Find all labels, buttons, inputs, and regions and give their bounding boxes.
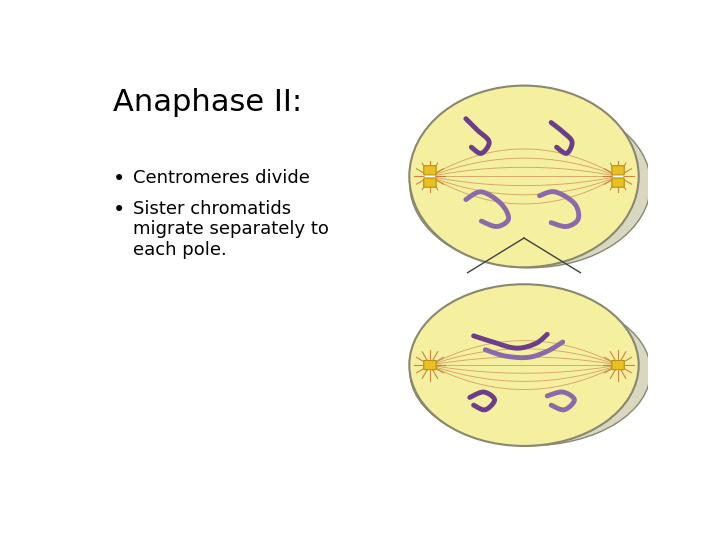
- Text: Anaphase II:: Anaphase II:: [113, 88, 302, 117]
- Text: •: •: [113, 168, 125, 189]
- FancyBboxPatch shape: [424, 178, 436, 187]
- Text: •: •: [113, 200, 125, 220]
- Text: Sister chromatids
migrate separately to
each pole.: Sister chromatids migrate separately to …: [132, 200, 328, 259]
- Ellipse shape: [409, 85, 639, 267]
- Circle shape: [613, 361, 623, 370]
- FancyBboxPatch shape: [612, 361, 624, 370]
- Ellipse shape: [409, 284, 639, 446]
- Circle shape: [613, 172, 623, 181]
- FancyBboxPatch shape: [612, 178, 624, 187]
- Text: Centromeres divide: Centromeres divide: [132, 168, 310, 187]
- FancyBboxPatch shape: [424, 166, 436, 175]
- Circle shape: [426, 361, 435, 370]
- FancyBboxPatch shape: [424, 361, 436, 370]
- Ellipse shape: [410, 100, 651, 268]
- Ellipse shape: [410, 297, 651, 445]
- Circle shape: [426, 172, 435, 181]
- FancyBboxPatch shape: [612, 166, 624, 175]
